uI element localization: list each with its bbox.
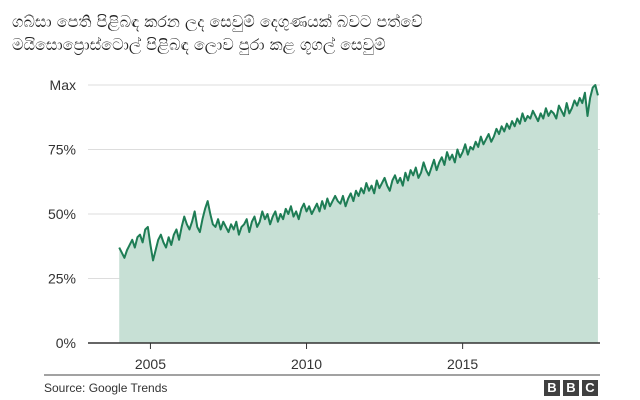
bbc-logo: B B C [544, 380, 598, 396]
x-tick-label: 2005 [135, 356, 166, 372]
area-fill [119, 85, 598, 343]
x-tick-label: 2010 [291, 356, 322, 372]
chart-title-line-1: ගබ්සා පෙති පිළිබඳ කරන ලද සෙවුම් දෙගුණයක්… [12, 12, 423, 31]
y-tick-label: Max [50, 77, 76, 93]
y-tick-label: 0% [56, 335, 76, 351]
x-tick-label: 2015 [447, 356, 478, 372]
chart-title-line-2: මයිසොප්‍රොස්ටොල් පිළිබඳ ලොව පුරා කළ ගූගල… [12, 35, 386, 54]
bbc-logo-letter-1: B [544, 380, 560, 396]
chart-title: ගබ්සා පෙති පිළිබඳ කරන ලද සෙවුම් දෙගුණයක්… [12, 10, 612, 56]
bbc-logo-letter-3: C [582, 380, 598, 396]
y-tick-label: 75% [48, 142, 76, 158]
bbc-logo-letter-2: B [563, 380, 579, 396]
y-tick-label: 25% [48, 271, 76, 287]
y-tick-label: 50% [48, 206, 76, 222]
source-note: Source: Google Trends [44, 381, 168, 395]
